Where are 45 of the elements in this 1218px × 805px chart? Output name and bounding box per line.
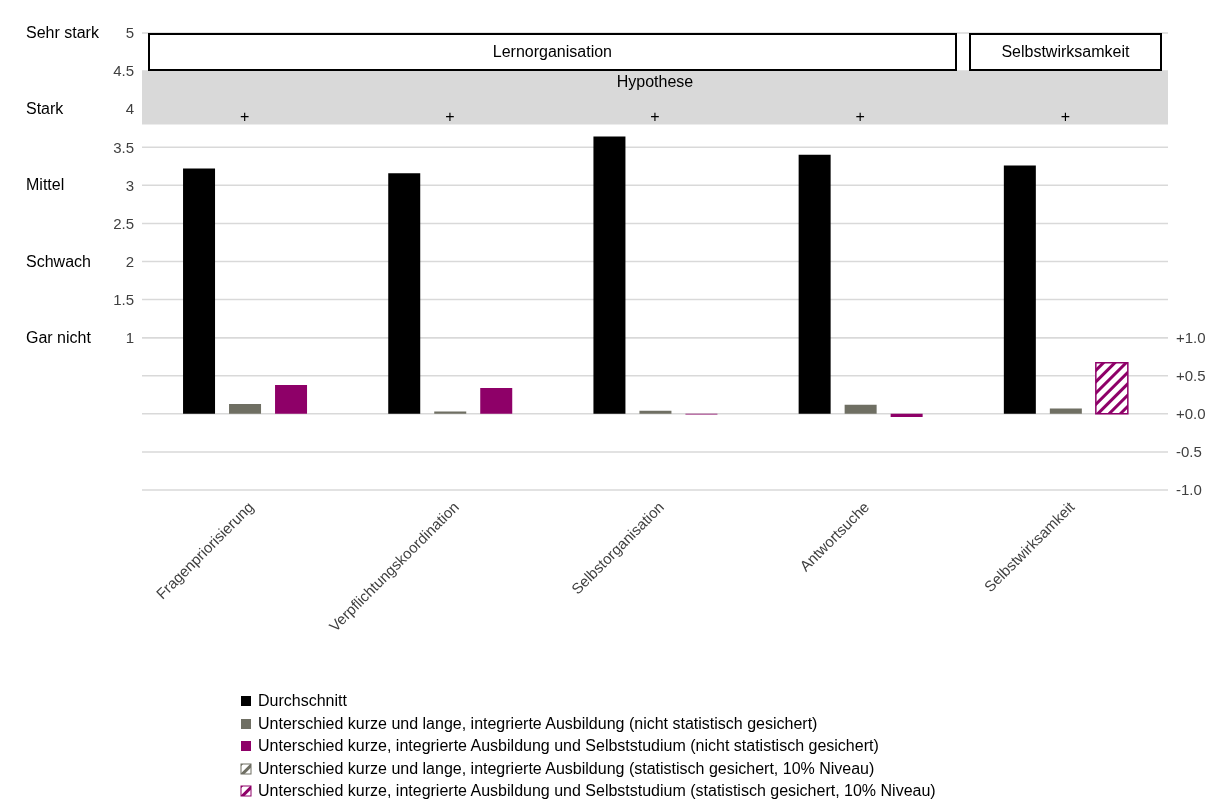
y-tick-label: 2.5 — [113, 214, 134, 232]
bar — [890, 413, 923, 417]
bar — [275, 384, 308, 414]
y-tick-label: 5 — [125, 24, 134, 42]
y-tick-label: 1 — [125, 328, 134, 346]
bar — [388, 173, 421, 414]
bar — [1003, 165, 1036, 414]
bar — [183, 168, 216, 414]
bar — [798, 154, 831, 414]
bar — [1049, 408, 1082, 414]
annotation: + — [445, 108, 455, 126]
text: Sehr stark — [26, 24, 100, 41]
bar — [229, 403, 262, 414]
text: Schwach — [26, 252, 91, 270]
bar — [844, 404, 877, 414]
annotation: + — [1060, 108, 1071, 126]
legend-label: Durchschnitt — [258, 691, 347, 711]
y-tick-label: 1.5 — [113, 290, 134, 308]
y-tick-label: 4 — [125, 100, 134, 118]
header-box: Selbstwirksamkeit — [968, 33, 1162, 72]
text: Mittel — [26, 176, 65, 194]
y-tick-label: 2 — [125, 252, 134, 270]
y2-tick-label: -1.0 — [1176, 481, 1202, 499]
bar — [593, 136, 626, 414]
y-tick-label: 3 — [125, 176, 134, 194]
bar — [1095, 362, 1129, 415]
annotation: + — [855, 108, 865, 126]
bar — [480, 387, 513, 414]
y-tick-label: 4.5 — [113, 62, 134, 80]
annotation: + — [650, 108, 660, 126]
text: Gar nicht — [26, 328, 92, 346]
text: Stark — [26, 100, 65, 118]
annotation: + — [239, 108, 250, 126]
header-box: Lernorganisation — [148, 33, 957, 72]
y-tick-label: 3.5 — [113, 138, 134, 156]
legend-label: Unterschied kurze und lange, integrierte Ausbildung (nicht statistisch gesichert) — [258, 713, 818, 734]
legend-label: Unterschied kurze, integrierte Ausbildung und Selbststudium (nicht statistisch gesichert) — [258, 736, 879, 756]
legend-label: Unterschied kurze und lange, integrierte Ausbildung (statistisch gesichert, 10% Niveau) — [258, 758, 875, 779]
y2-tick-label: +1.0 — [1176, 328, 1206, 346]
bar — [639, 410, 672, 414]
y2-tick-label: -0.5 — [1176, 443, 1202, 461]
legend-label: Unterschied kurze, integrierte Ausbildung und Selbststudium (statistisch gesichert, 10% Niveau) — [258, 781, 936, 801]
y2-tick-label: +0.0 — [1176, 405, 1206, 423]
band-label: Hypothese — [616, 73, 694, 91]
y2-tick-label: +0.5 — [1176, 367, 1206, 385]
